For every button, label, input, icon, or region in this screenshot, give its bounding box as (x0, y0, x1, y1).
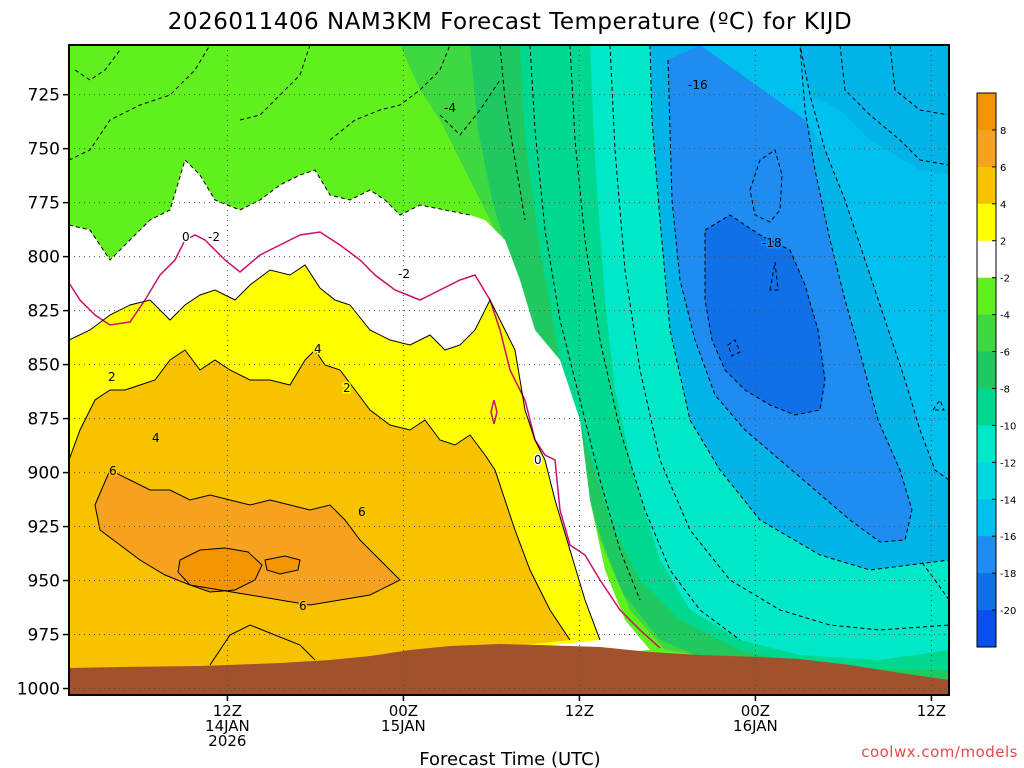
colorbar-label: -14 (1000, 495, 1016, 506)
contour-label: -4 (444, 101, 456, 115)
contour-label: 2 (343, 381, 351, 395)
grid-lines (69, 45, 949, 695)
x-tick-label: 00Z (741, 702, 770, 720)
y-tick-label: 1000 (17, 680, 60, 700)
x-tick-label: 12Z (917, 702, 946, 720)
band-deep-orange-6-8 (95, 470, 400, 605)
colorbar: 8 6 4 2 -2 -4 -6 -8 -10 -12 -14 -16 -18 -20 (976, 92, 1016, 648)
y-tick-label: 850 (28, 356, 60, 376)
zero-isotherm-cell (490, 399, 498, 425)
contour-label: 6 (299, 599, 307, 613)
colorbar-swatch (977, 351, 996, 389)
chart-title: 2026011406 NAM3KM Forecast Temperature (… (168, 9, 852, 35)
colorbar-label: 4 (1000, 200, 1006, 211)
zero-isotherm (69, 231, 661, 649)
colorbar-swatch (977, 166, 996, 205)
contour-label: 6 (358, 505, 366, 519)
colorbar-swatch (977, 499, 996, 537)
colorbar-label: -2 (1000, 274, 1010, 285)
y-tick-label: 775 (28, 194, 60, 214)
band-cold-core-18 (705, 215, 825, 415)
contour-labels: -16 -4 0 -2 -18 -2 2 4 2 4 0 6 6 6 (107, 77, 784, 615)
colorbar-swatch (977, 203, 996, 242)
x-tick-label: 12Z (565, 702, 594, 720)
colorbar-label: -4 (1000, 311, 1010, 322)
y-tick-label: 925 (28, 518, 60, 538)
band-cold-core-14 (700, 45, 949, 480)
contour-label: 4 (314, 342, 322, 356)
colorbar-label: 6 (1000, 163, 1006, 174)
contour-label: 2 (108, 370, 116, 384)
colorbar-swatch (977, 240, 996, 279)
y-tick-label: 900 (28, 464, 60, 484)
y-axis: 725 750 775 800 825 850 875 900 925 950 975 1000 (17, 86, 69, 700)
x-tick-label: 12Z (213, 702, 242, 720)
band-near-surface-6 (210, 625, 315, 668)
colorbar-swatch (977, 536, 996, 574)
y-tick-label: 800 (28, 248, 60, 268)
colorbar-swatch (977, 573, 996, 611)
band-peak-8b (265, 556, 300, 574)
x-tick-label: 2026 (208, 732, 246, 750)
contour-label: -2 (208, 230, 220, 244)
colorbar-swatch (977, 129, 996, 168)
negative-isotherms (69, 45, 949, 641)
y-tick-label: 750 (28, 140, 60, 160)
colorbar-swatch (977, 277, 996, 316)
y-tick-label: 875 (28, 410, 60, 430)
colorbar-label: 8 (1000, 126, 1006, 137)
colorbar-label: -8 (1000, 384, 1010, 395)
contour-label: 0 (534, 453, 542, 467)
contour-label: -18 (762, 236, 782, 250)
contour-label: 6 (109, 464, 117, 478)
colorbar-swatch (977, 93, 996, 131)
colorbar-label: -20 (1000, 606, 1016, 617)
colorbar-swatch (977, 610, 996, 648)
colorbar-swatch (977, 388, 996, 426)
colorbar-swatch (977, 314, 996, 353)
colorbar-label: 2 (1000, 237, 1006, 248)
y-tick-label: 950 (28, 572, 60, 592)
x-tick-label: 14JAN (205, 717, 250, 735)
contour-label: -16 (688, 78, 708, 92)
x-axis-label: Forecast Time (UTC) (419, 749, 600, 768)
y-tick-label: 725 (28, 86, 60, 106)
contour-label: 0 (182, 230, 190, 244)
colorbar-swatch (977, 462, 996, 500)
y-tick-label: 975 (28, 626, 60, 646)
x-tick-label: 16JAN (733, 717, 778, 735)
x-tick-label: 15JAN (381, 717, 426, 735)
contour-label: 4 (152, 431, 160, 445)
colorbar-label: -16 (1000, 532, 1016, 543)
y-tick-label: 825 (28, 302, 60, 322)
colorbar-label: -12 (1000, 458, 1016, 469)
watermark: coolwx.com/models (861, 743, 1018, 761)
plot-frame (68, 44, 950, 696)
colorbar-label: -18 (1000, 569, 1016, 580)
positive-isotherms (69, 264, 601, 666)
colorbar-swatch (977, 425, 996, 463)
x-tick-label: 00Z (389, 702, 418, 720)
terrain-surface (69, 644, 949, 695)
colorbar-label: -6 (1000, 348, 1010, 359)
colorbar-label: -10 (1000, 421, 1016, 432)
contour-label: -2 (398, 267, 410, 281)
colorbar-frame (976, 92, 997, 648)
